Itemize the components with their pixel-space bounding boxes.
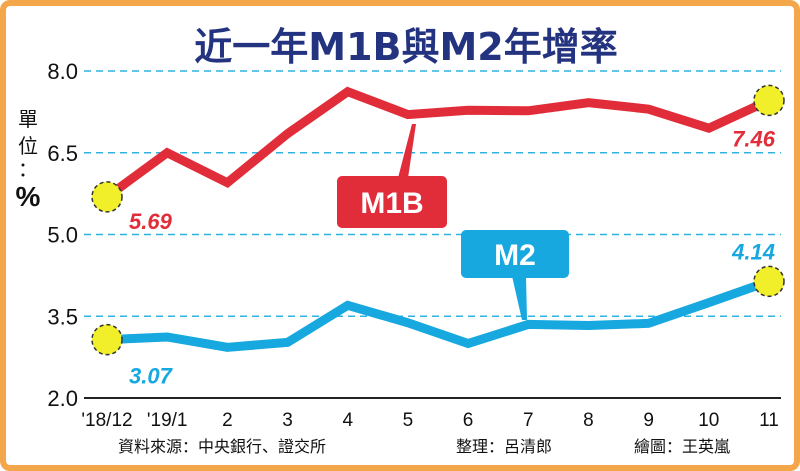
data-label: 7.46 (732, 126, 776, 151)
x-tick-label: 5 (403, 410, 414, 431)
unit-label: 單 位 ： % (16, 107, 41, 212)
legend-m1b: M1B (337, 124, 447, 228)
x-tick-label: 8 (583, 410, 594, 431)
unit-char-3: ： (18, 157, 38, 181)
data-label: 4.14 (731, 239, 775, 264)
artist-credit: 繪圖：王英嵐 (634, 437, 730, 456)
data-label: 5.69 (129, 209, 173, 234)
legend-m1b-pointer (398, 124, 416, 178)
legend-m2-label: M2 (494, 239, 536, 272)
legend-m2-box (461, 230, 569, 278)
legend-m1b-label: M1B (360, 187, 423, 220)
y-tick-label: 2.0 (47, 386, 78, 411)
end-markers (91, 84, 785, 356)
x-tick-label: '18/12 (81, 410, 132, 431)
x-tick-label: 11 (759, 410, 779, 431)
y-tick-label: 3.5 (47, 304, 78, 329)
x-axis-ticks: '18/12 '19/1 2 3 4 5 6 7 8 9 10 11 (81, 410, 778, 431)
unit-char-1: 單 (18, 107, 38, 131)
highlight-marker (753, 265, 785, 298)
value-labels: 5.69 7.46 3.07 4.14 (129, 126, 776, 388)
highlight-marker (91, 181, 123, 213)
line-chart: 近一年M1B與M2年增率 2.0 3.5 5.0 6.5 8.0 '18/12 '19/1… (16, 25, 785, 456)
series-lines (104, 86, 771, 352)
x-tick-label: 6 (463, 410, 474, 431)
y-tick-label: 8.0 (47, 59, 78, 84)
chart-title: 近一年M1B與M2年增率 (194, 25, 617, 69)
y-tick-label: 5.0 (47, 223, 78, 248)
y-tick-label: 6.5 (47, 141, 78, 166)
x-tick-label: 3 (282, 410, 293, 431)
x-tick-label: 2 (222, 410, 233, 431)
highlight-marker (753, 84, 785, 117)
highlight-marker (91, 323, 123, 356)
editor-credit: 整理：呂清郎 (456, 437, 552, 456)
gridlines (84, 70, 781, 399)
unit-char-2: 位 (18, 134, 38, 158)
legend-m1b-box (337, 176, 447, 228)
y-axis-ticks: 2.0 3.5 5.0 6.5 8.0 (47, 59, 78, 411)
series-line-m1b (104, 86, 771, 201)
x-tick-label: '19/1 (147, 410, 188, 431)
legend-m2: M2 (461, 230, 569, 320)
unit-symbol: % (16, 181, 41, 212)
x-tick-label: 7 (523, 410, 534, 431)
data-label: 3.07 (129, 364, 174, 389)
x-tick-label: 10 (698, 410, 719, 431)
source-credit: 資料來源：中央銀行、證交所 (118, 437, 326, 456)
x-tick-label: 9 (643, 410, 654, 431)
series-line-m2 (106, 277, 771, 352)
x-tick-label: 4 (342, 410, 353, 431)
legend-m2-pointer (512, 276, 527, 320)
